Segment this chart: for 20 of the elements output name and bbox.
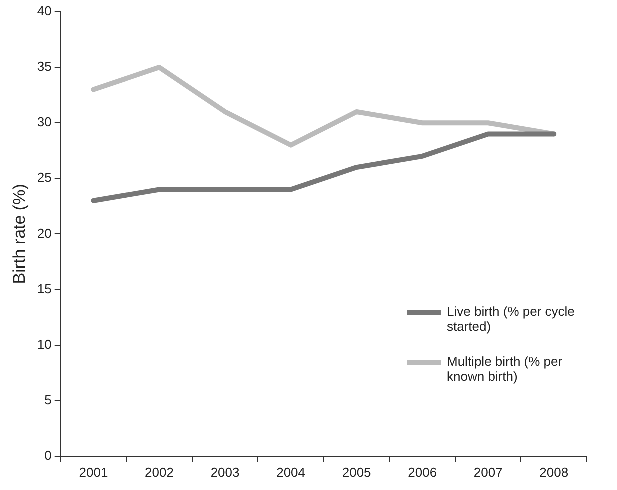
- x-tick-label: 2007: [474, 464, 503, 480]
- x-tick-label: 2002: [145, 464, 174, 480]
- y-tick-label: 10: [37, 336, 52, 352]
- y-tick-label: 5: [44, 392, 52, 408]
- y-axis-title: Birth rate (%): [10, 184, 29, 284]
- y-tick-label: 35: [37, 59, 52, 74]
- x-tick-label: 2001: [79, 464, 108, 480]
- y-tick-label: 0: [44, 448, 52, 463]
- y-tick-label: 40: [37, 4, 52, 19]
- x-tick-label: 2006: [408, 464, 438, 480]
- x-tick-label: 2005: [342, 464, 372, 480]
- y-tick-label: 20: [37, 226, 52, 241]
- x-tick-label: 2008: [540, 464, 569, 480]
- y-tick-label: 15: [37, 281, 52, 296]
- y-tick-label: 30: [37, 114, 52, 130]
- y-tick-label: 25: [37, 170, 52, 186]
- x-tick-label: 2003: [210, 464, 240, 480]
- legend-label: Live birth (% per cycle started): [447, 304, 576, 334]
- legend-label: Multiple birth (% per known birth): [447, 354, 564, 384]
- x-tick-label: 2004: [276, 464, 306, 480]
